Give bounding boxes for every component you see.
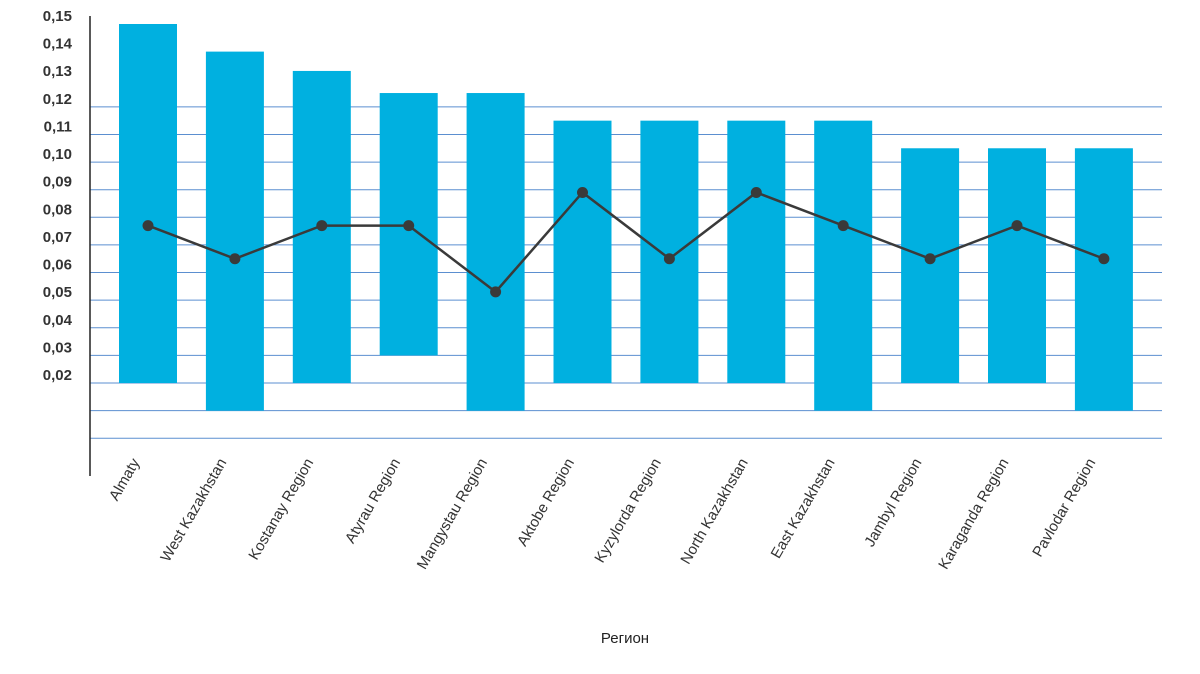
bar xyxy=(466,93,525,411)
line-point xyxy=(577,186,588,198)
line-point xyxy=(1098,253,1110,265)
y-tick-label: 0,10 xyxy=(43,146,72,163)
x-tick-label: Kostanay Region xyxy=(245,456,317,563)
y-tick-label: 0,11 xyxy=(44,118,72,135)
y-tick-label: 0,08 xyxy=(43,201,72,218)
line-point xyxy=(316,220,328,232)
line-point xyxy=(1011,220,1023,232)
x-tick-label: Atyrau Region xyxy=(342,456,404,547)
line-point xyxy=(924,253,936,265)
bar xyxy=(814,120,873,411)
y-tick-label: 0,07 xyxy=(43,229,72,246)
bar-series xyxy=(119,24,1133,411)
y-tick-label: 0,15 xyxy=(43,8,72,25)
y-tick-label: 0,04 xyxy=(43,312,73,329)
y-axis-ticks: 0,02 0,03 0,04 0,05 0,06 0,07 0,08 0,09 0,10 0,11… xyxy=(43,8,73,384)
y-tick-label: 0,12 xyxy=(43,91,72,108)
line-point xyxy=(142,220,154,232)
x-axis-ticks: Almaty West Kazakhstan Kostanay Region Atyr… xyxy=(106,455,1100,572)
line-point xyxy=(490,286,502,298)
x-tick-label: North Kazakhstan xyxy=(677,456,751,568)
bar xyxy=(119,24,177,383)
bar xyxy=(205,51,264,411)
x-tick-label: Jambyl Region xyxy=(861,456,925,550)
x-axis-label: Регион xyxy=(601,630,649,647)
bar xyxy=(553,120,612,384)
line-path xyxy=(147,190,1105,294)
grid-lines xyxy=(90,106,1162,439)
line-point xyxy=(663,253,675,265)
y-tick-label: 0,09 xyxy=(43,174,72,191)
x-tick-label: Almaty xyxy=(106,455,144,504)
y-tick-label: 0,06 xyxy=(43,257,72,274)
x-tick-label: Kyzylorda Region xyxy=(591,456,665,566)
y-tick-label: 0,05 xyxy=(43,284,72,301)
x-tick-label: East Kazakhstan xyxy=(768,456,839,562)
line-point xyxy=(750,186,762,198)
line-series xyxy=(142,186,1110,298)
y-tick-label: 0,14 xyxy=(43,36,73,53)
x-tick-label: Mangystau Region xyxy=(414,455,491,572)
x-tick-label: West Kazakhstan xyxy=(157,456,230,565)
y-tick-label: 0,13 xyxy=(43,63,72,80)
bar xyxy=(988,148,1046,383)
bar xyxy=(1074,148,1133,411)
y-tick-label: 0,03 xyxy=(43,339,72,356)
x-tick-label: Karaganda Region xyxy=(935,456,1012,573)
bar xyxy=(727,120,786,384)
x-tick-label: Aktobe Region xyxy=(514,456,578,550)
line-point xyxy=(229,253,241,265)
line-point xyxy=(837,220,849,232)
x-tick-label: Pavlodar Region xyxy=(1029,456,1099,561)
line-point xyxy=(403,220,415,232)
bar xyxy=(901,148,960,383)
bar xyxy=(640,120,699,384)
y-tick-label: 0,02 xyxy=(43,367,72,384)
